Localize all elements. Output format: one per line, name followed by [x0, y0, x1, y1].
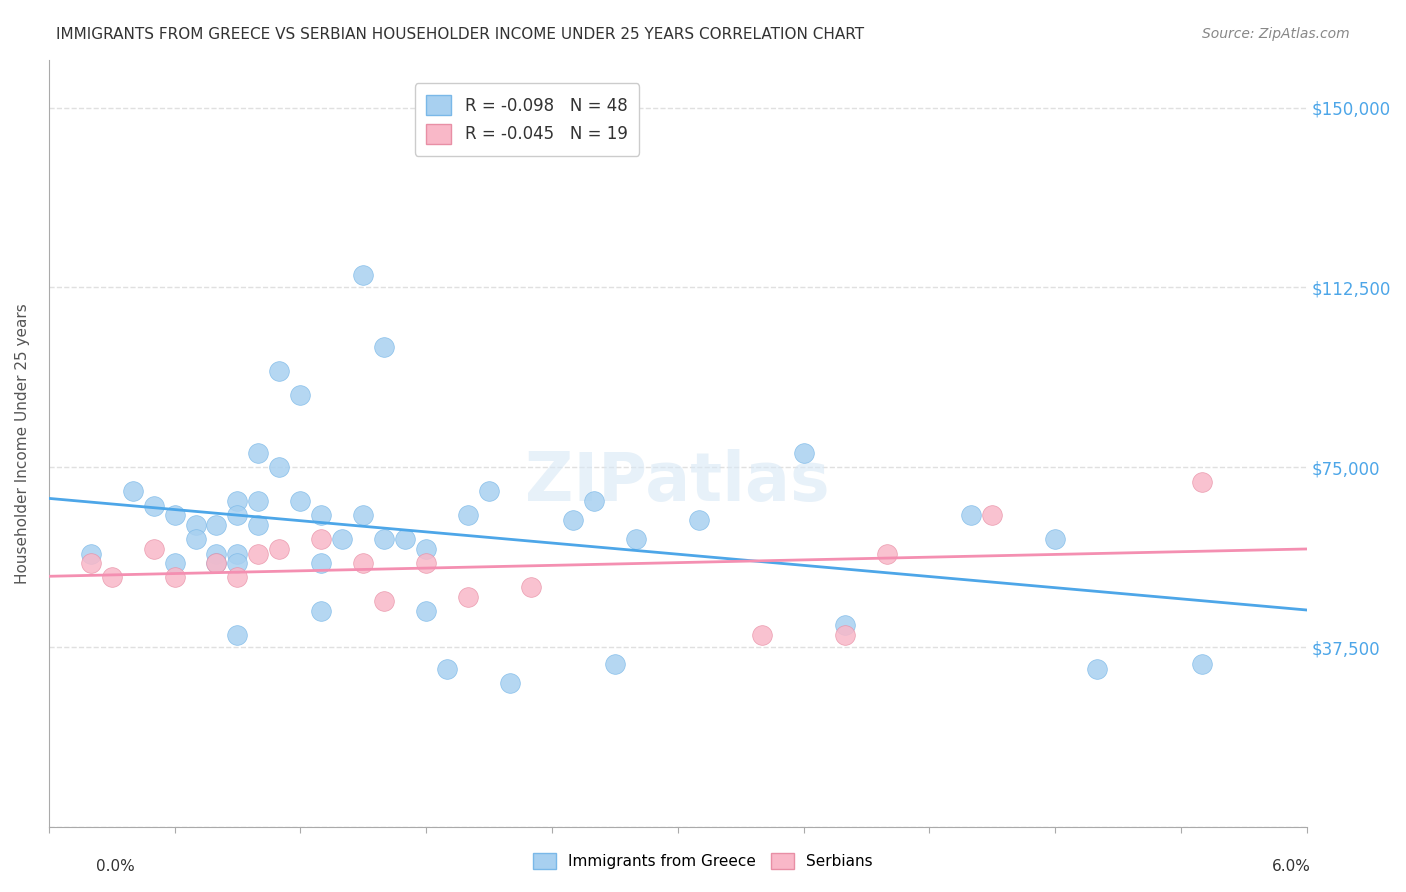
- Text: ZIPatlas: ZIPatlas: [526, 449, 830, 515]
- Point: [1085, 662, 1108, 676]
- Point: [793, 446, 815, 460]
- Point: [142, 541, 165, 556]
- Point: [247, 493, 270, 508]
- Text: Source: ZipAtlas.com: Source: ZipAtlas.com: [1202, 27, 1350, 41]
- Point: [269, 460, 291, 475]
- Point: [247, 517, 270, 532]
- Point: [247, 446, 270, 460]
- Point: [311, 532, 333, 546]
- Point: [269, 364, 291, 378]
- Point: [457, 508, 479, 523]
- Text: 0.0%: 0.0%: [96, 859, 135, 874]
- Point: [582, 493, 605, 508]
- Point: [415, 604, 437, 618]
- Point: [205, 547, 228, 561]
- Point: [100, 570, 122, 584]
- Text: IMMIGRANTS FROM GREECE VS SERBIAN HOUSEHOLDER INCOME UNDER 25 YEARS CORRELATION : IMMIGRANTS FROM GREECE VS SERBIAN HOUSEH…: [56, 27, 865, 42]
- Point: [163, 508, 186, 523]
- Point: [226, 493, 249, 508]
- Point: [330, 532, 353, 546]
- Point: [415, 556, 437, 570]
- Point: [373, 340, 395, 354]
- Point: [163, 570, 186, 584]
- Point: [415, 541, 437, 556]
- Point: [1043, 532, 1066, 546]
- Point: [311, 508, 333, 523]
- Point: [226, 628, 249, 642]
- Point: [478, 484, 501, 499]
- Point: [311, 604, 333, 618]
- Point: [373, 594, 395, 608]
- Point: [457, 590, 479, 604]
- Point: [834, 628, 856, 642]
- Point: [205, 556, 228, 570]
- Point: [624, 532, 647, 546]
- Point: [184, 517, 207, 532]
- Point: [981, 508, 1004, 523]
- Point: [352, 268, 374, 283]
- Legend: R = -0.098   N = 48, R = -0.045   N = 19: R = -0.098 N = 48, R = -0.045 N = 19: [415, 83, 640, 155]
- Text: 6.0%: 6.0%: [1271, 859, 1310, 874]
- Point: [269, 541, 291, 556]
- Point: [290, 388, 312, 402]
- Point: [205, 556, 228, 570]
- Legend: Immigrants from Greece, Serbians: Immigrants from Greece, Serbians: [527, 847, 879, 875]
- Point: [1191, 475, 1213, 489]
- Point: [79, 556, 101, 570]
- Point: [247, 547, 270, 561]
- Point: [205, 517, 228, 532]
- Point: [184, 532, 207, 546]
- Point: [960, 508, 983, 523]
- Point: [79, 547, 101, 561]
- Point: [876, 547, 898, 561]
- Point: [352, 556, 374, 570]
- Point: [603, 657, 626, 671]
- Point: [226, 570, 249, 584]
- Point: [834, 618, 856, 632]
- Point: [751, 628, 773, 642]
- Point: [1191, 657, 1213, 671]
- Point: [688, 513, 710, 527]
- Point: [561, 513, 583, 527]
- Point: [436, 662, 458, 676]
- Point: [226, 547, 249, 561]
- Point: [226, 508, 249, 523]
- Point: [352, 508, 374, 523]
- Point: [290, 493, 312, 508]
- Point: [373, 532, 395, 546]
- Point: [163, 556, 186, 570]
- Point: [226, 556, 249, 570]
- Point: [311, 556, 333, 570]
- Point: [394, 532, 416, 546]
- Point: [499, 676, 522, 690]
- Point: [142, 499, 165, 513]
- Point: [121, 484, 143, 499]
- Point: [520, 580, 543, 594]
- Y-axis label: Householder Income Under 25 years: Householder Income Under 25 years: [15, 303, 30, 583]
